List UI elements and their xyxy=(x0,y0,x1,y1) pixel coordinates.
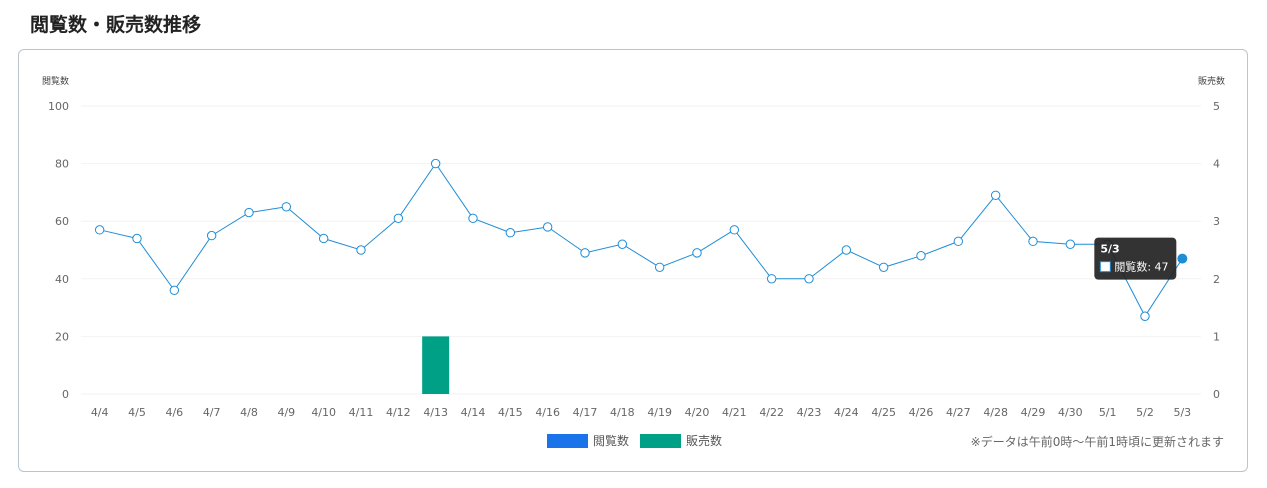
views-point[interactable] xyxy=(430,158,441,169)
chart-card: 0 20 40 60 80 100 0 1 2 3 4 5 閲覧数 販売数 4/4 4/5 4/6 4/7 4/8 4… xyxy=(18,49,1248,472)
x-tick-label: 4/8 xyxy=(240,406,258,419)
y-right-axis-title: 販売数 xyxy=(1198,75,1225,87)
views-point[interactable] xyxy=(916,251,926,261)
views-point[interactable] xyxy=(804,274,814,284)
x-tick-label: 5/1 xyxy=(1099,406,1117,419)
views-point[interactable] xyxy=(1065,239,1076,249)
x-tick-label: 4/25 xyxy=(871,406,896,419)
y-left-axis-title: 閲覧数 xyxy=(42,75,69,87)
x-tick-label: 5/2 xyxy=(1136,406,1154,419)
x-tick-label: 4/11 xyxy=(349,406,374,419)
x-tick-label: 4/26 xyxy=(909,406,934,419)
views-point[interactable] xyxy=(766,274,777,284)
y-right-tick-label: 4 xyxy=(1213,158,1220,171)
x-tick-label: 4/28 xyxy=(983,406,1008,419)
y-right-tick-label: 5 xyxy=(1213,100,1220,113)
x-tick-label: 4/24 xyxy=(834,406,859,419)
sales-bar[interactable] xyxy=(422,336,450,394)
views-point[interactable] xyxy=(468,213,478,224)
legend-label-views: 閲覧数 xyxy=(593,433,629,448)
x-tick-label: 4/4 xyxy=(91,406,109,419)
views-line xyxy=(99,162,1183,318)
x-tick-label: 4/7 xyxy=(203,406,221,419)
x-tick-label: 4/17 xyxy=(573,406,598,419)
legend-swatch-views[interactable] xyxy=(547,434,588,448)
views-point[interactable] xyxy=(878,262,889,272)
views-point[interactable] xyxy=(1028,236,1038,247)
page-title: 閲覧数・販売数推移 xyxy=(30,14,202,36)
views-point[interactable] xyxy=(841,245,852,255)
views-point[interactable] xyxy=(206,230,217,241)
views-point[interactable] xyxy=(617,239,628,249)
x-tick-label: 5/3 xyxy=(1173,406,1191,419)
x-tick-label: 4/19 xyxy=(647,406,672,419)
x-tick-label: 4/12 xyxy=(386,406,411,419)
x-tick-label: 4/30 xyxy=(1058,406,1083,419)
legend-swatch-sales[interactable] xyxy=(640,434,681,448)
y-right-tick-label: 0 xyxy=(1213,388,1220,401)
x-tick-label: 4/29 xyxy=(1021,406,1046,419)
views-point[interactable] xyxy=(318,233,329,244)
x-tick-label: 4/13 xyxy=(423,406,448,419)
views-point[interactable] xyxy=(505,228,516,238)
views-point[interactable] xyxy=(542,222,553,232)
views-point[interactable] xyxy=(1177,253,1188,264)
tooltip xyxy=(1094,237,1177,280)
views-point[interactable] xyxy=(953,236,964,247)
x-tick-label: 4/20 xyxy=(685,406,710,419)
x-tick-label: 4/6 xyxy=(165,406,183,419)
views-point[interactable] xyxy=(132,233,142,244)
views-point[interactable] xyxy=(1140,311,1150,321)
y-left-tick-label: 20 xyxy=(55,330,69,343)
x-tick-label: 4/14 xyxy=(461,406,486,419)
x-tick-label: 4/22 xyxy=(759,406,784,419)
y-left-tick-label: 0 xyxy=(62,388,69,401)
tooltip-label: 閲覧数: 47 xyxy=(1114,260,1168,274)
x-tick-label: 4/21 xyxy=(722,406,747,419)
y-right-tick-label: 3 xyxy=(1213,215,1220,228)
y-right-tick-label: 2 xyxy=(1213,273,1220,286)
views-point[interactable] xyxy=(729,225,740,235)
views-point[interactable] xyxy=(169,285,180,296)
views-point[interactable] xyxy=(281,202,292,212)
x-tick-label: 4/27 xyxy=(946,406,971,419)
x-tick-label: 4/15 xyxy=(498,406,523,419)
y-left-tick-label: 60 xyxy=(55,215,69,228)
views-point[interactable] xyxy=(393,213,404,224)
views-point[interactable] xyxy=(654,262,665,272)
views-point[interactable] xyxy=(94,225,105,235)
x-tick-label: 4/5 xyxy=(128,406,146,419)
tooltip-swatch xyxy=(1099,261,1111,273)
x-tick-label: 4/18 xyxy=(610,406,635,419)
x-tick-label: 4/23 xyxy=(797,406,822,419)
views-point[interactable] xyxy=(356,245,366,255)
tooltip-title: 5/3 xyxy=(1100,243,1119,256)
views-point[interactable] xyxy=(244,207,254,218)
views-point[interactable] xyxy=(692,248,702,258)
update-note: ※データは午前0時〜午前1時頃に更新されます xyxy=(971,434,1224,449)
legend-label-sales: 販売数 xyxy=(686,433,722,448)
y-left-tick-label: 80 xyxy=(55,158,69,171)
x-tick-label: 4/10 xyxy=(311,406,336,419)
views-point[interactable] xyxy=(580,248,590,258)
y-left-tick-label: 40 xyxy=(55,273,69,286)
y-left-tick-label: 100 xyxy=(48,100,69,113)
x-tick-label: 4/9 xyxy=(277,406,295,419)
y-right-tick-label: 1 xyxy=(1213,330,1220,343)
x-tick-label: 4/16 xyxy=(535,406,560,419)
views-point[interactable] xyxy=(990,190,1001,200)
